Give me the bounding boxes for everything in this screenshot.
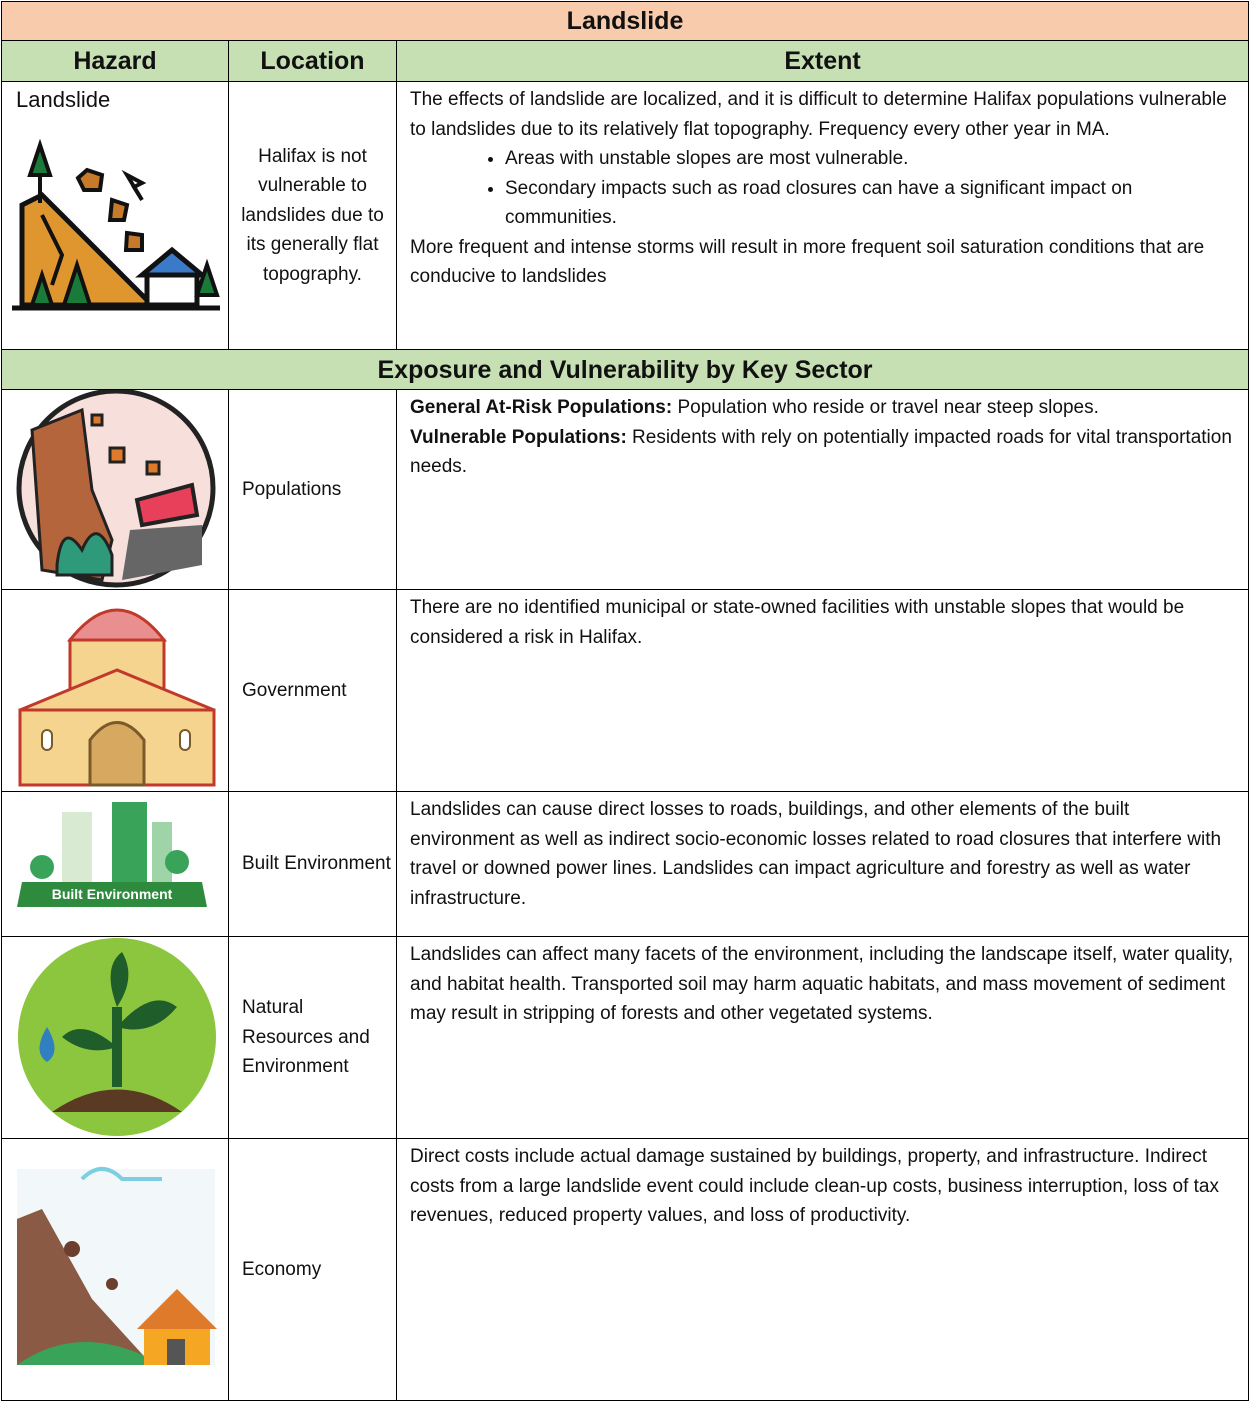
icon-shape: [167, 1339, 185, 1365]
populations-icon: [16, 390, 216, 588]
table-title: Landslide: [0, 1, 1249, 41]
header-cell: Hazard: [1, 40, 229, 82]
landslide-icon: [12, 138, 220, 310]
icon-shape: [39, 1027, 55, 1062]
sector-item: General At-Risk Populations: Population …: [410, 393, 1236, 423]
icon-shape: [122, 525, 202, 580]
extent-intro: The effects of landslide are localized, …: [410, 89, 1227, 140]
icon-shape: [165, 850, 189, 874]
icon-shape: [123, 230, 144, 252]
icon-shape: [41, 729, 53, 751]
item-text: Population who reside or travel near ste…: [672, 397, 1099, 418]
icon-shape: [19, 668, 215, 712]
icon-shape: [121, 169, 147, 201]
icon-shape: [107, 196, 130, 222]
icon-shape: [40, 213, 65, 286]
icon-shape: [52, 1089, 182, 1112]
extent-closing: More frequent and intense storms will re…: [410, 236, 1205, 288]
icon-cell: [1, 589, 229, 792]
sector-name: Built Environment: [228, 791, 397, 937]
government-icon: [18, 608, 216, 787]
icon-shape: [137, 1289, 217, 1329]
item-label: General At-Risk Populations:: [410, 397, 673, 418]
item-label: Vulnerable Populations:: [410, 426, 627, 448]
section-title: Exposure and Vulnerability by Key Sector: [0, 349, 1249, 390]
sector-desc: General At-Risk Populations: Population …: [395, 389, 1249, 590]
icon-shape: [179, 729, 191, 751]
extent-bullet: Secondary impacts such as road closures …: [505, 174, 1236, 233]
sector-desc: There are no identified municipal or sta…: [395, 589, 1249, 792]
icon-shape: [145, 460, 161, 476]
sector-name: Natural Resources and Environment: [228, 936, 397, 1139]
extent-cell: The effects of landslide are localized, …: [395, 81, 1249, 350]
icon-shape: [152, 822, 172, 887]
icon-shape: [134, 482, 200, 528]
hazard-name: Landslide: [16, 87, 111, 112]
icon-cell: [1, 389, 229, 590]
icon-shape: [144, 272, 200, 307]
icon-shape: [27, 138, 53, 177]
hazard-cell: Landslide: [1, 81, 229, 350]
icon-cell: [1, 936, 229, 1139]
header-cell: Location: [228, 40, 397, 82]
icon-cell: Built Environment: [1, 791, 229, 937]
extent-bullets: Areas with unstable slopes are most vuln…: [410, 144, 1236, 233]
icon-shape: [17, 1209, 152, 1365]
sector-desc: Landslides can cause direct losses to ro…: [395, 791, 1249, 937]
icon-shape: [61, 258, 93, 307]
icon-shape: [75, 167, 105, 192]
icon-shape: [117, 1000, 177, 1030]
icon-shape: [80, 1167, 162, 1181]
extent-bullet: Areas with unstable slopes are most vuln…: [505, 144, 1236, 174]
icon-shape: [55, 532, 114, 577]
natural-resources-icon: [18, 938, 216, 1136]
header-cell: Extent: [395, 40, 1249, 82]
built-environment-icon: Built Environment: [17, 802, 207, 907]
icon-shape: [90, 413, 104, 427]
sector-name: Economy: [228, 1138, 397, 1401]
icon-shape: [30, 855, 54, 879]
icon-shape: [17, 1342, 162, 1365]
icon-shape: [66, 608, 168, 642]
icon-shape: [108, 446, 126, 464]
sector-desc: Direct costs include actual damage susta…: [395, 1138, 1249, 1401]
sector-name: Government: [228, 589, 397, 792]
sector-desc: Landslides can affect many facets of the…: [395, 936, 1249, 1139]
economy-icon: [17, 1167, 217, 1365]
icon-shape: [112, 802, 147, 887]
icon-shape: [106, 1278, 118, 1290]
icon-shape: [62, 812, 92, 887]
icon-label: Built Environment: [52, 886, 173, 902]
icon-shape: [17, 882, 207, 907]
icon-shape: [135, 246, 209, 277]
icon-cell: [1, 1138, 229, 1401]
location-cell: Halifax is not vulnerable to landslides …: [228, 81, 397, 350]
icon-shape: [29, 268, 55, 307]
icon-shape: [194, 258, 220, 297]
icon-shape: [88, 721, 146, 787]
icon-shape: [62, 1029, 117, 1051]
icon-shape: [110, 952, 129, 1007]
sector-name: Populations: [228, 389, 397, 590]
item-text: Residents with rely on potentially impac…: [410, 426, 1232, 478]
sector-item: Vulnerable Populations: Residents with r…: [410, 423, 1236, 482]
icon-shape: [64, 1241, 80, 1257]
